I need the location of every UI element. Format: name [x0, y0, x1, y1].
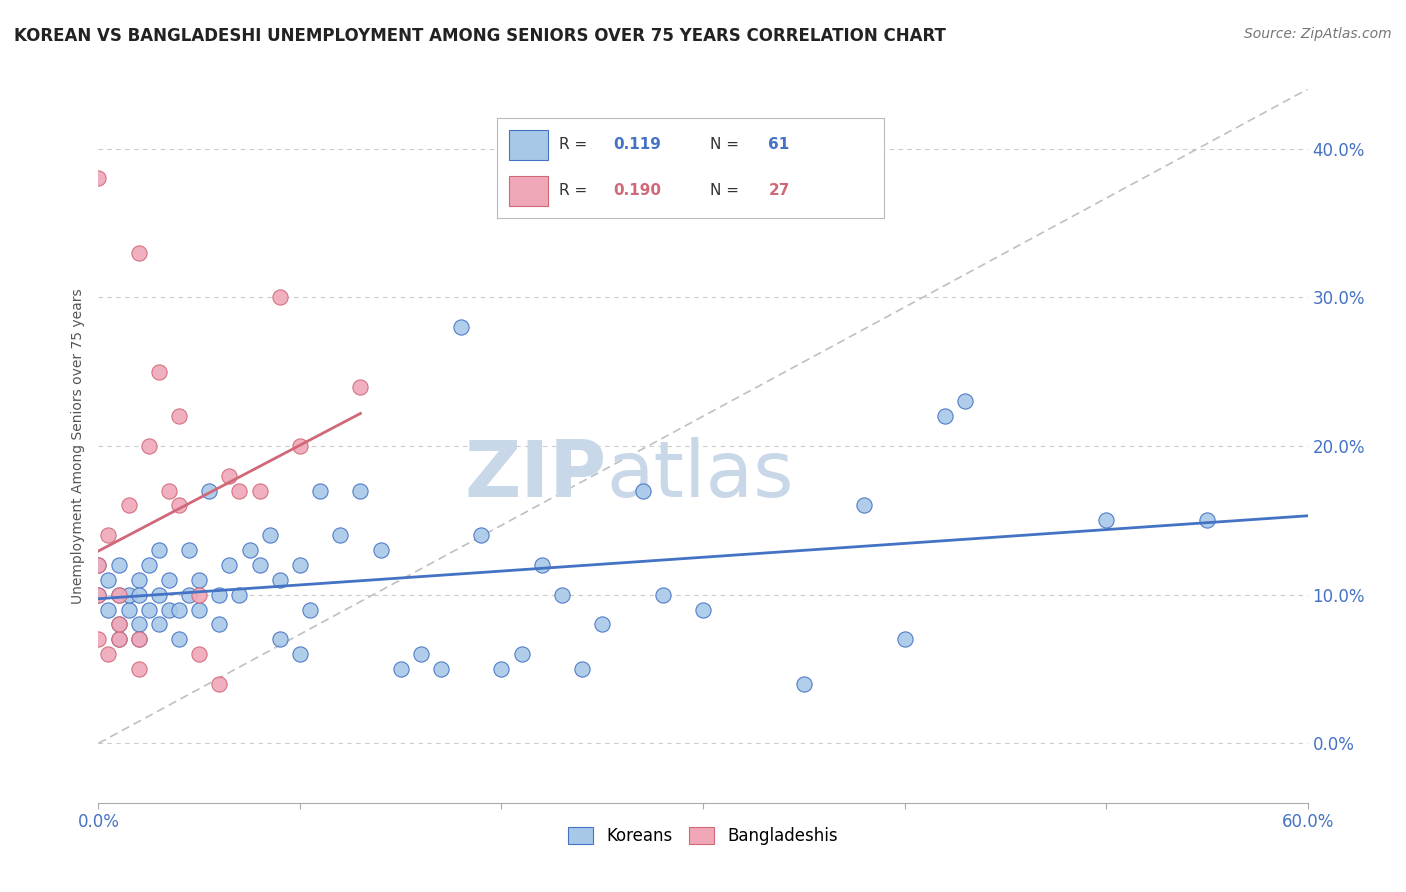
- Point: [228, 588, 250, 602]
- Point: [179, 588, 201, 602]
- Point: [167, 632, 190, 647]
- Point: [128, 588, 150, 602]
- Point: [299, 602, 322, 616]
- Point: [87, 588, 110, 602]
- Point: [218, 558, 240, 572]
- Point: [551, 588, 574, 602]
- Point: [118, 499, 141, 513]
- Point: [934, 409, 956, 424]
- Text: atlas: atlas: [606, 436, 794, 513]
- Point: [409, 647, 432, 661]
- Point: [651, 588, 673, 602]
- Point: [249, 483, 271, 498]
- Point: [288, 439, 311, 453]
- Point: [893, 632, 915, 647]
- Point: [430, 662, 453, 676]
- Point: [128, 573, 150, 587]
- Point: [128, 662, 150, 676]
- Point: [530, 558, 553, 572]
- Point: [157, 573, 180, 587]
- Point: [148, 617, 170, 632]
- Point: [239, 543, 262, 558]
- Point: [329, 528, 352, 542]
- Point: [138, 602, 160, 616]
- Point: [97, 528, 120, 542]
- Point: [167, 499, 190, 513]
- Point: [179, 543, 201, 558]
- Point: [309, 483, 332, 498]
- Point: [148, 543, 170, 558]
- Point: [97, 573, 120, 587]
- Point: [259, 528, 281, 542]
- Point: [591, 617, 613, 632]
- Point: [97, 647, 120, 661]
- Point: [1195, 513, 1218, 527]
- Point: [853, 499, 876, 513]
- Point: [218, 468, 240, 483]
- Point: [107, 588, 129, 602]
- Point: [450, 320, 472, 334]
- Point: [188, 573, 211, 587]
- Legend: Koreans, Bangladeshis: Koreans, Bangladeshis: [561, 820, 845, 852]
- Point: [148, 365, 170, 379]
- Point: [87, 558, 110, 572]
- Point: [87, 171, 110, 186]
- Point: [288, 647, 311, 661]
- Point: [107, 558, 129, 572]
- Point: [157, 602, 180, 616]
- Point: [208, 588, 231, 602]
- Point: [208, 677, 231, 691]
- Point: [188, 602, 211, 616]
- Point: [188, 647, 211, 661]
- Point: [510, 647, 533, 661]
- Text: KOREAN VS BANGLADESHI UNEMPLOYMENT AMONG SENIORS OVER 75 YEARS CORRELATION CHART: KOREAN VS BANGLADESHI UNEMPLOYMENT AMONG…: [14, 27, 946, 45]
- Point: [138, 439, 160, 453]
- Point: [370, 543, 392, 558]
- Point: [157, 483, 180, 498]
- Point: [269, 632, 291, 647]
- Point: [87, 632, 110, 647]
- Point: [107, 617, 129, 632]
- Point: [470, 528, 492, 542]
- Point: [631, 483, 654, 498]
- Point: [97, 602, 120, 616]
- Point: [118, 588, 141, 602]
- Text: ZIP: ZIP: [464, 436, 606, 513]
- Point: [228, 483, 250, 498]
- Point: [188, 588, 211, 602]
- Point: [793, 677, 815, 691]
- Point: [107, 617, 129, 632]
- Point: [288, 558, 311, 572]
- Point: [389, 662, 412, 676]
- Point: [138, 558, 160, 572]
- Text: Source: ZipAtlas.com: Source: ZipAtlas.com: [1244, 27, 1392, 41]
- Point: [148, 588, 170, 602]
- Point: [128, 632, 150, 647]
- Point: [198, 483, 221, 498]
- Point: [128, 632, 150, 647]
- Point: [107, 632, 129, 647]
- Point: [107, 588, 129, 602]
- Point: [349, 483, 371, 498]
- Point: [953, 394, 976, 409]
- Point: [107, 632, 129, 647]
- Point: [118, 602, 141, 616]
- Point: [491, 662, 513, 676]
- Point: [128, 245, 150, 260]
- Point: [87, 588, 110, 602]
- Point: [167, 602, 190, 616]
- Point: [692, 602, 714, 616]
- Point: [1095, 513, 1118, 527]
- Point: [349, 379, 371, 393]
- Point: [269, 573, 291, 587]
- Point: [167, 409, 190, 424]
- Point: [208, 617, 231, 632]
- Point: [249, 558, 271, 572]
- Point: [269, 290, 291, 304]
- Point: [87, 558, 110, 572]
- Y-axis label: Unemployment Among Seniors over 75 years: Unemployment Among Seniors over 75 years: [70, 288, 84, 604]
- Point: [128, 617, 150, 632]
- Point: [571, 662, 593, 676]
